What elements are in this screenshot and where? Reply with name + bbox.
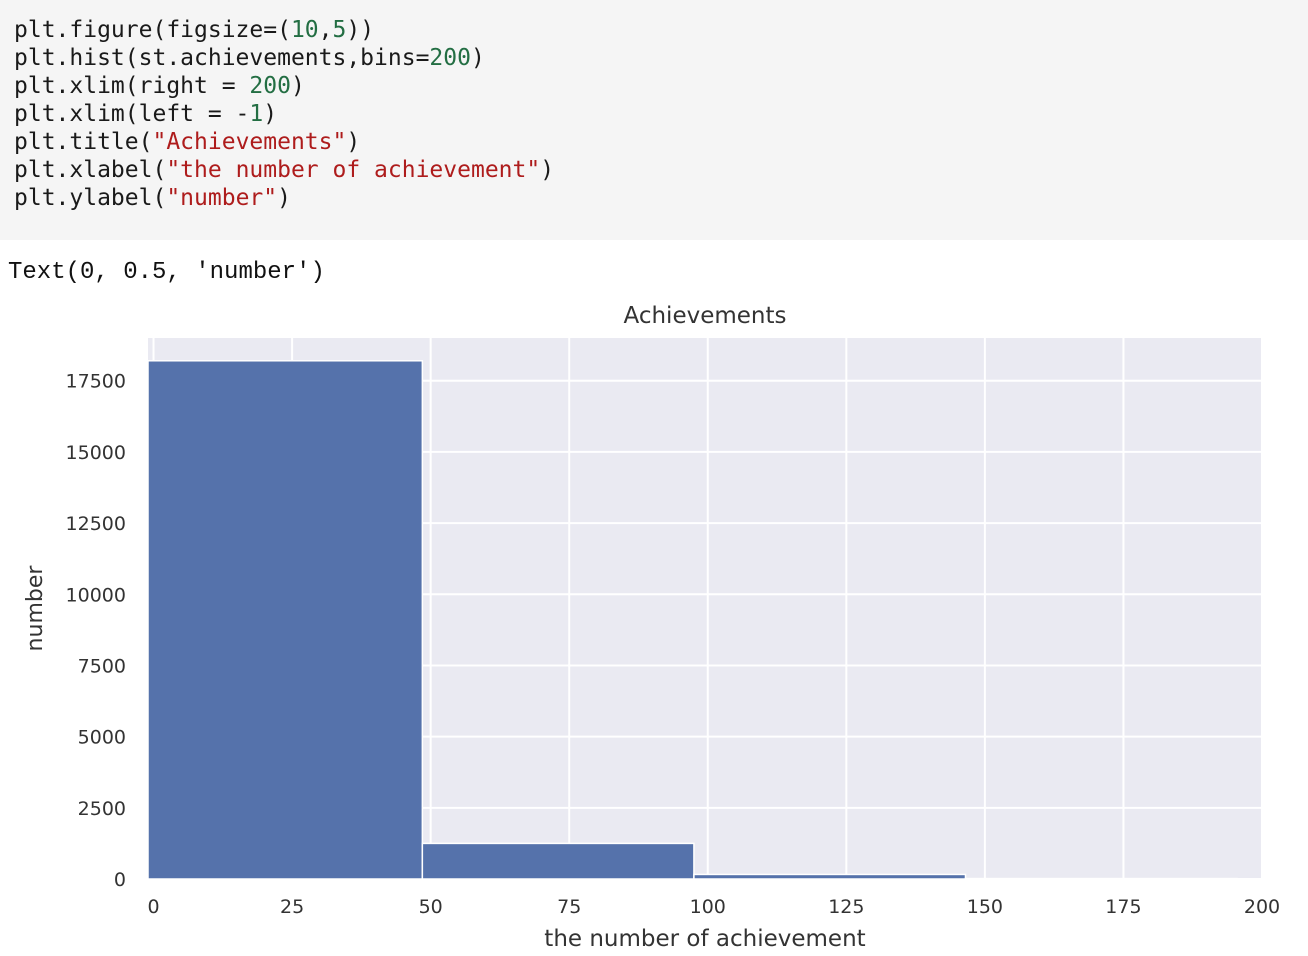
histogram-chart: 0 25 50 75 100 125 150 175 200 0 2500 5000 7500 10000… <box>23 303 1280 952</box>
y-axis-label: number <box>23 565 48 652</box>
chart-title: Achievements <box>624 303 787 329</box>
y-tick-label: 0 <box>114 869 126 891</box>
x-axis-label: the number of achievement <box>544 926 865 952</box>
code-line: plt.ylabel("number") <box>14 184 1294 212</box>
code-token: ) <box>263 101 278 127</box>
y-tick-label: 15000 <box>66 442 126 464</box>
code-editor[interactable]: plt.figure(figsize=(10,5)) plt.hist(st.ac… <box>14 16 1294 212</box>
code-line: plt.title("Achievements") <box>14 128 1294 156</box>
y-tick-label: 5000 <box>78 727 126 749</box>
code-number-literal: 200 <box>429 45 471 71</box>
code-token: plt.xlim(left = - <box>14 101 250 127</box>
histogram-bar <box>693 873 967 880</box>
code-token: , <box>318 17 333 43</box>
x-tick-label: 200 <box>1244 896 1280 918</box>
code-line: plt.figure(figsize=(10,5)) <box>14 16 1294 44</box>
code-string-literal: "number" <box>166 185 278 211</box>
histogram-bar <box>147 360 424 880</box>
x-tick-label: 0 <box>147 896 159 918</box>
y-tick-label: 2500 <box>78 798 126 820</box>
code-line: plt.xlim(left = -1) <box>14 100 1294 128</box>
code-token: ) <box>290 73 305 99</box>
code-token: ) <box>277 185 291 211</box>
code-token: plt.hist(st.achievements,bins= <box>14 45 430 71</box>
x-tick-label: 50 <box>419 896 443 918</box>
x-tick-label: 125 <box>828 896 864 918</box>
code-token: ) <box>540 157 555 183</box>
x-tick-label: 150 <box>967 896 1003 918</box>
y-tick-label: 12500 <box>66 513 126 535</box>
code-number-literal: 200 <box>249 73 291 99</box>
code-token: plt.ylabel( <box>14 185 167 211</box>
code-string-literal: "Achievements" <box>152 129 347 155</box>
x-tick-label: 175 <box>1105 896 1141 918</box>
histogram-bar <box>964 877 1238 881</box>
x-tick-label: 100 <box>690 896 726 918</box>
code-token: ) <box>470 45 485 71</box>
x-tick-label: 75 <box>557 896 581 918</box>
code-line: plt.hist(st.achievements,bins=200) <box>14 44 1294 72</box>
code-number-literal: 10 <box>290 17 319 43</box>
code-token: plt.xlabel( <box>14 157 167 183</box>
code-token: )) <box>346 17 375 43</box>
code-string-literal: "the number of achievement" <box>166 157 541 183</box>
code-token: ) <box>346 129 361 155</box>
y-tick-label: 17500 <box>66 371 126 393</box>
code-line: plt.xlabel("the number of achievement") <box>14 156 1294 184</box>
code-cell[interactable]: plt.figure(figsize=(10,5)) plt.hist(st.ac… <box>0 0 1308 240</box>
code-token: plt.figure(figsize=( <box>14 17 291 43</box>
code-token: plt.xlim(right = <box>14 73 250 99</box>
code-line: plt.xlim(right = 200) <box>14 72 1294 100</box>
code-number-literal: 5 <box>332 17 347 43</box>
output-text: Text(0, 0.5, 'number') <box>8 259 325 286</box>
code-token: plt.title( <box>14 129 153 155</box>
y-tick-label: 7500 <box>78 655 126 677</box>
y-tick-label: 10000 <box>66 584 126 606</box>
code-number-literal: 1 <box>249 101 264 127</box>
x-tick-label: 25 <box>280 896 304 918</box>
histogram-bar <box>421 842 695 880</box>
